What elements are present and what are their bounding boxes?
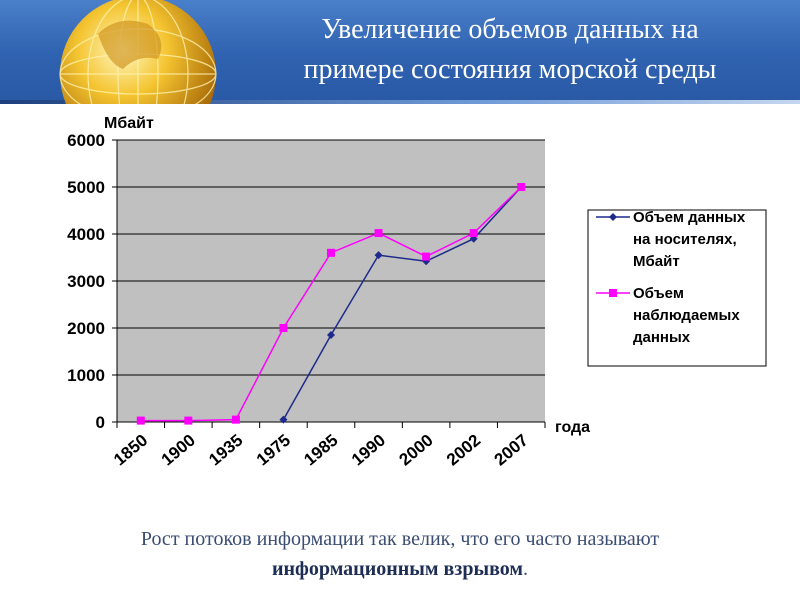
legend-label: на носителях, [633,231,737,248]
caption-line-1: Рост потоков информации так велик, что е… [140,528,660,550]
data-point [422,252,431,261]
legend-box [587,209,767,367]
x-tick-label: 1850 [110,431,151,470]
x-tick-label: 1900 [158,431,199,470]
data-point [374,251,383,260]
page-title-line-2: примере состояния морской среды [303,54,717,85]
x-axis-label: года [555,419,590,436]
data-point [327,248,335,257]
y-tick-label: 4000 [67,225,105,244]
y-tick-label: 5000 [67,178,105,197]
legend: Объем данных на носителях, Мбайт Объем наблю… [587,209,767,367]
y-axis-label: Мбайт [104,115,154,132]
data-point [184,416,193,425]
caption-line-2: информационным взрывом. [0,554,800,584]
data-point [374,229,383,238]
x-tick-label: 1985 [300,431,341,470]
data-point [136,416,145,425]
data-point [279,415,288,424]
data-point [609,289,617,297]
x-tick-label: 2000 [395,431,436,470]
data-point [327,331,335,340]
header-divider [0,100,800,104]
page-title: Увеличение объемов данных на примере сос… [230,10,790,90]
legend-label: Объем [633,285,684,302]
legend-label: Объем данных [633,209,746,226]
x-tick-label: 2002 [443,431,484,470]
data-point [279,324,288,332]
data-point [517,183,526,191]
caption-emphasis: информационным взрывом [271,558,523,580]
x-tick-label: 1990 [348,431,389,470]
legend-label: данных [633,329,691,346]
y-tick-label: 6000 [67,131,105,150]
x-tick-label: 1975 [253,431,294,470]
data-point [231,415,240,424]
globe-icon [59,0,217,104]
legend-label: Мбайт [633,253,680,270]
page-title-line-1: Увеличение объемов данных на [321,14,699,45]
x-tick-label: 2007 [491,431,532,470]
y-tick-label: 2000 [67,319,105,338]
y-tick-label: 1000 [67,366,105,385]
legend-label: наблюдаемых [633,307,740,324]
caption: Рост потоков информации так велик, что е… [0,524,800,584]
x-tick-label: 1935 [205,431,246,470]
data-point [469,229,478,238]
data-point [609,213,617,221]
caption-period: . [523,558,528,580]
y-tick-label: 0 [96,413,105,432]
series-line [282,186,522,421]
series-2 [136,183,526,425]
y-tick-label: 3000 [67,272,105,291]
